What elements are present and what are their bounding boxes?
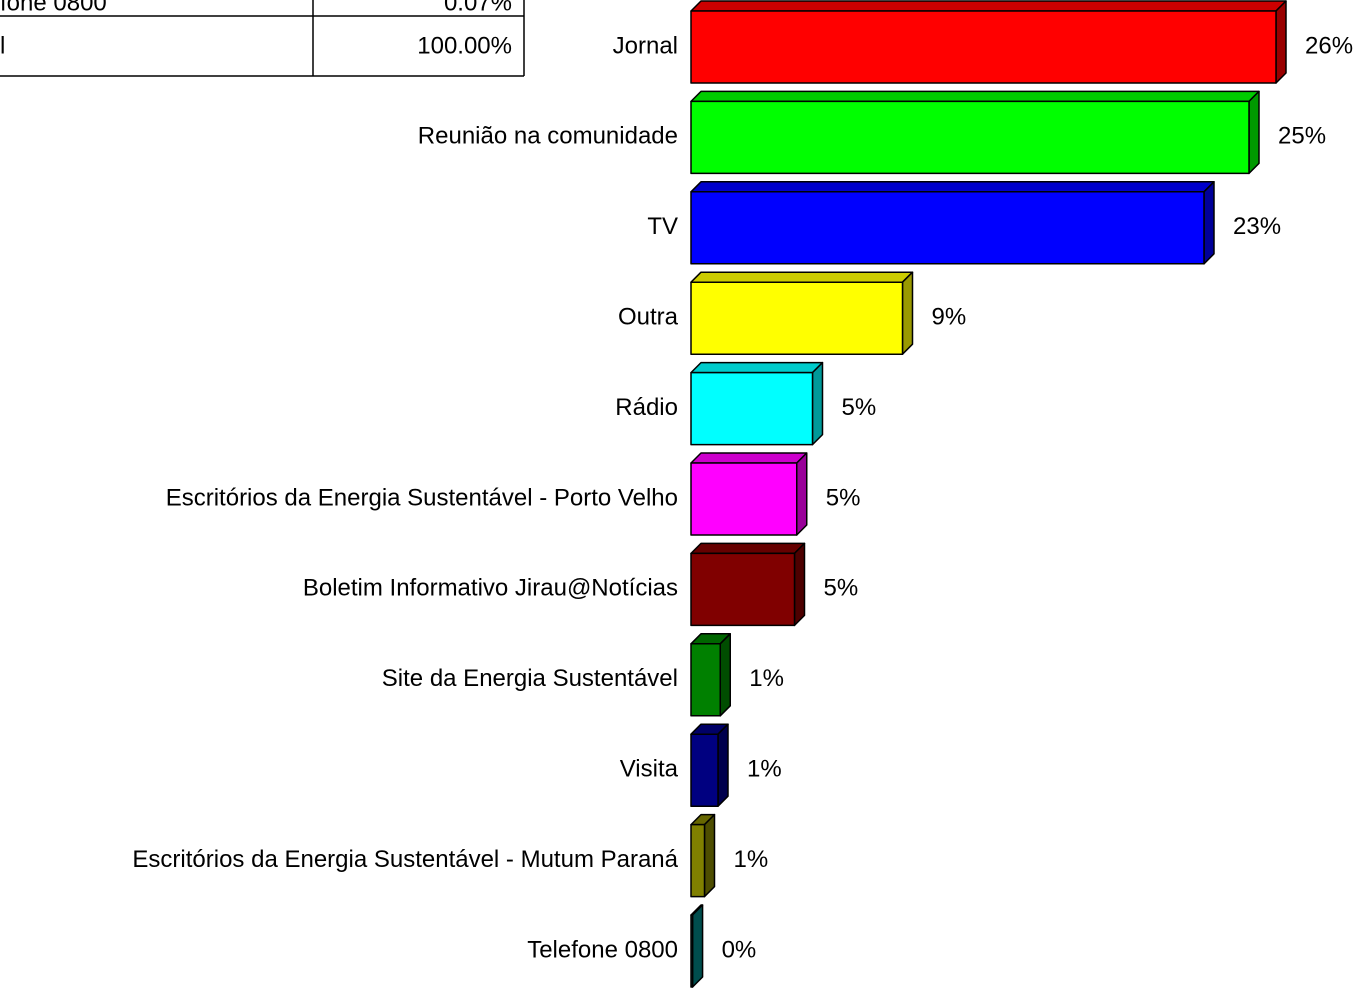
bar-top — [690, 90, 1260, 103]
value-label: 26% — [1305, 32, 1353, 59]
bar-side — [796, 452, 808, 536]
bar-side — [901, 271, 914, 355]
value-label: 1% — [734, 846, 769, 873]
category-label: Escritórios da Energia Sustentável - Mut… — [132, 846, 678, 873]
bar-top — [690, 452, 808, 464]
bar — [690, 371, 814, 446]
bar-side — [1275, 0, 1287, 84]
bar — [690, 552, 796, 627]
table-cell: 100.00% — [417, 32, 512, 59]
value-label: 5% — [842, 394, 877, 421]
value-label: 0% — [722, 936, 757, 963]
value-label: 9% — [932, 304, 967, 331]
bar — [690, 191, 1205, 265]
category-label: Escritórios da Energia Sustentável - Por… — [166, 484, 678, 511]
bar — [690, 643, 721, 717]
bar — [690, 733, 719, 807]
value-label: 5% — [824, 575, 859, 602]
bar-side — [1203, 181, 1215, 265]
bar — [690, 10, 1277, 84]
value-label: 25% — [1278, 123, 1326, 150]
category-label: Jornal — [613, 32, 678, 59]
bar-side — [717, 723, 729, 807]
bar-top — [690, 181, 1215, 193]
value-label: 1% — [749, 665, 784, 692]
bar-top — [690, 0, 1287, 12]
bar-side — [811, 361, 824, 446]
bar-side — [703, 813, 716, 898]
table-cell: l — [0, 32, 5, 59]
category-label: Visita — [620, 756, 679, 783]
category-label: TV — [647, 213, 678, 240]
category-label: Reunião na comunidade — [418, 123, 678, 150]
bar-side — [793, 542, 806, 627]
value-label: 1% — [747, 756, 782, 783]
category-label: Rádio — [615, 394, 678, 421]
bar-side — [1248, 90, 1260, 175]
value-label: 5% — [826, 484, 861, 511]
table-cell: fone 0800 — [0, 0, 107, 16]
bar — [690, 823, 706, 898]
category-label: Boletim Informativo Jirau@Notícias — [303, 575, 678, 602]
value-label: 23% — [1233, 213, 1281, 240]
table-cell: 0.07% — [444, 0, 512, 16]
bar — [690, 100, 1250, 175]
table: fone 0800 0.07% l 100.00% — [0, 0, 525, 77]
category-label: Site da Energia Sustentável — [382, 665, 678, 692]
category-label: Telefone 0800 — [527, 936, 678, 963]
bar-side — [719, 633, 731, 717]
bar-top — [690, 542, 806, 555]
bar-top — [690, 361, 824, 374]
bar — [690, 281, 904, 355]
bar — [690, 914, 694, 988]
bar — [690, 462, 798, 536]
bar-side — [691, 904, 704, 988]
bar-top — [690, 271, 914, 283]
category-label: Outra — [618, 304, 679, 331]
